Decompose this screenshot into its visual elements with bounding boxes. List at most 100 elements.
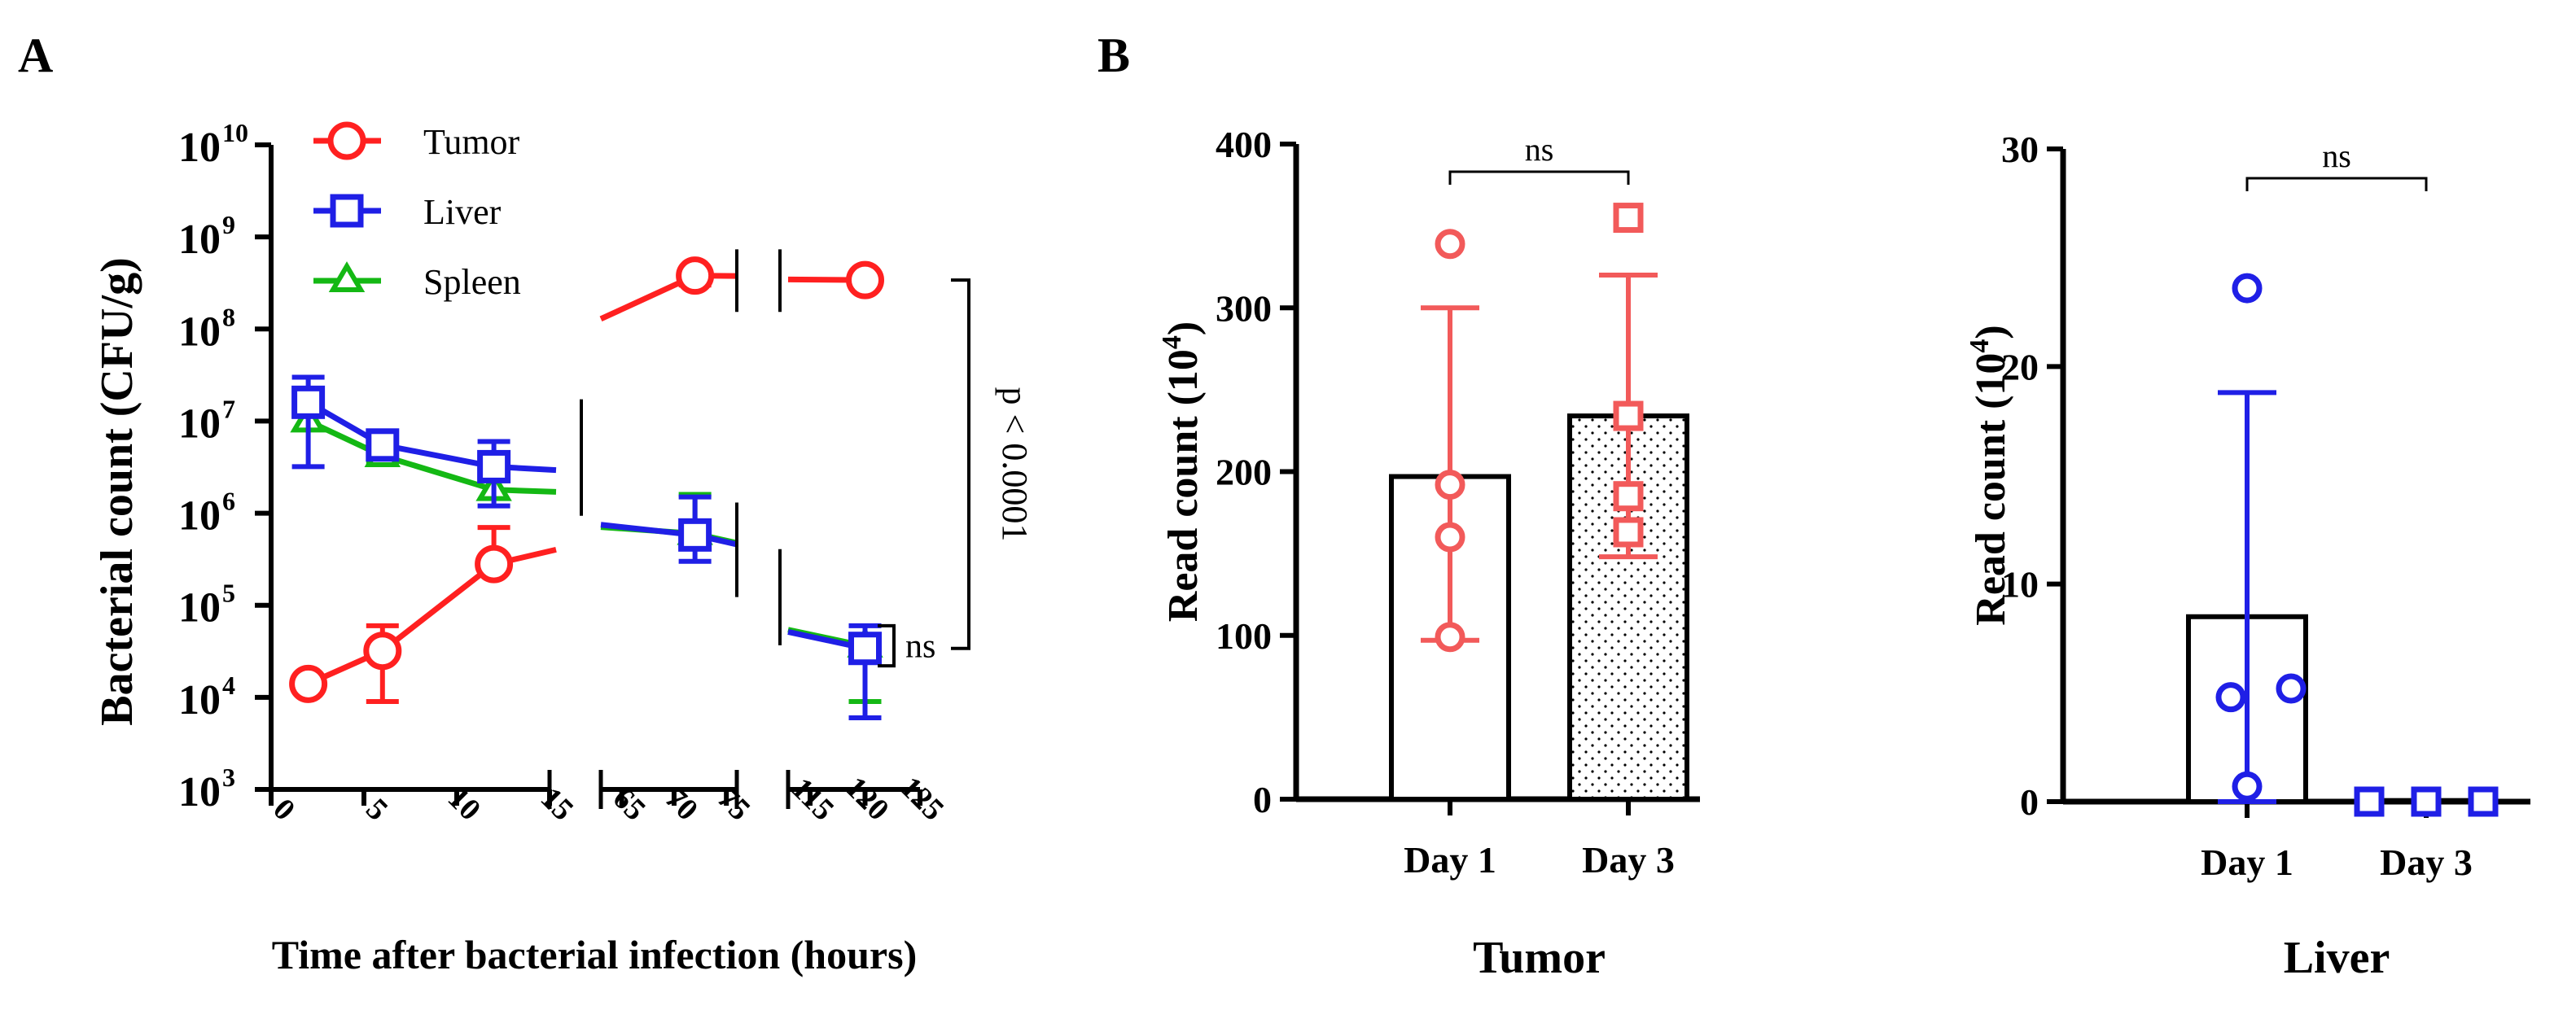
y-tick-label-base: 10 [178,216,221,263]
x-tick-label: Day 3 [2380,842,2473,883]
panel-label-a: A [18,28,53,82]
y-axis-title-exp: 4 [1965,339,1995,353]
bar-group-day-1: Day 1 [1389,229,1511,881]
y-tick-label: 300 [1216,287,1272,329]
y-axis-title-base: Read count (10 [1160,349,1207,622]
panel-label-b: B [1097,28,1130,82]
data-point [1613,481,1644,512]
data-point [1613,400,1644,431]
y-tick-label-exp: 6 [222,487,235,516]
y-tick-label-exp: 5 [222,579,235,608]
bar-group-day-3: Day 3 [2354,786,2499,883]
y-tick-label-exp: 4 [222,671,235,700]
data-point [2468,786,2499,817]
data-point [363,632,402,671]
x-tick-label: 115 [785,772,841,828]
y-tick-label-base: 10 [178,585,221,632]
ns-label: ns [905,627,935,665]
y-tick-label-base: 10 [178,493,221,540]
y-tick-label: 20 [2001,346,2039,387]
y-axis-title-close: ) [1160,321,1207,335]
y-tick-label: 200 [1216,452,1272,493]
y-tick-label-exp: 10 [222,118,248,147]
x-axis-title: Time after bacterial infection (hours) [272,932,917,977]
legend-item-liver: Liver [313,192,502,232]
data-point [366,428,400,462]
chart-title: Tumor [1473,933,1606,983]
x-tick-label: Day 3 [1582,839,1675,881]
x-tick-label: 120 [839,770,896,827]
y-axis-title: Bacterial count (CFU/g) [92,257,142,725]
y-tick-label-base: 10 [178,125,221,171]
y-tick-label-exp: 7 [222,394,235,423]
y-tick-label-base: 10 [178,400,221,447]
data-point [477,449,511,483]
data-point [1435,622,1465,653]
data-point [676,256,715,295]
data-point [2276,673,2307,704]
y-tick-label: 10 [2001,564,2039,605]
bar-group-day-1: Day 1 [2186,273,2308,883]
data-point [289,664,328,703]
data-point [1435,470,1465,501]
data-point [2215,682,2246,713]
chart-title: Liver [2284,933,2390,983]
significance-label: ns [2322,138,2351,174]
legend: Tumor Liver Spleen [313,121,521,302]
series-line [307,562,496,687]
data-point [291,385,326,419]
series-liver [291,374,882,720]
y-tick-label-exp: 3 [222,763,235,792]
ns-bracket [878,623,896,668]
data-point [848,632,882,666]
data-point [2232,273,2263,304]
y-axis-title-base: Read count (10 [1968,353,2014,626]
significance-bracket [1448,170,1630,185]
data-point [678,518,712,552]
legend-marker [327,121,366,160]
panel-b-liver: 0 10 20 30 Read count (104) Day 1 Day 3 ns Liver [1965,129,2530,983]
data-point [2411,786,2442,817]
p-bracket [951,278,970,650]
y-tick-label: 30 [2001,129,2039,170]
x-tick-label: 125 [893,770,950,827]
data-point [2354,786,2385,817]
y-tick-label: 100 [1216,615,1272,657]
significance: p < 0.0001 ns [878,278,1035,668]
legend-marker [330,194,364,228]
x-tick-label: Day 1 [1404,839,1496,881]
data-point [1435,229,1465,260]
y-axis-title: Read count (104) [1965,325,2014,625]
data-point [846,260,884,299]
legend-label: Liver [423,192,502,232]
y-axis-title-exp: 4 [1157,335,1187,349]
legend-item-tumor: Tumor [313,121,520,162]
y-tick-label-exp: 8 [222,302,235,331]
data-point [1613,517,1644,548]
data-point [1613,203,1644,234]
significance-bracket [2245,177,2428,191]
data-point [2232,771,2263,802]
series-tumor [289,256,884,705]
y-tick-label-base: 10 [178,677,221,724]
y-tick-label: 0 [2020,781,2039,823]
y-tick-label-exp: 9 [222,210,235,239]
legend-item-spleen: Spleen [313,261,521,302]
data-point [1435,522,1465,553]
y-axis-title-close: ) [1968,325,2014,339]
panel-b-tumor: 0 100 200 300 400 Read count (104) Day 1 Day 3 n… [1157,124,1700,983]
legend-marker [328,261,366,292]
data-point [475,544,514,584]
legend-label: Spleen [423,262,521,302]
bar-group-day-3: Day 3 [1567,203,1689,881]
series-line [307,418,495,493]
y-tick-label-base: 10 [178,308,221,355]
x-tick-label: Day 1 [2201,842,2293,883]
legend-label: Tumor [423,122,520,162]
y-tick-label-base: 10 [178,769,221,815]
y-axis-title: Read count (104) [1157,321,1207,622]
y-tick-label: 0 [1253,779,1272,820]
significance-label: ns [1525,131,1554,168]
